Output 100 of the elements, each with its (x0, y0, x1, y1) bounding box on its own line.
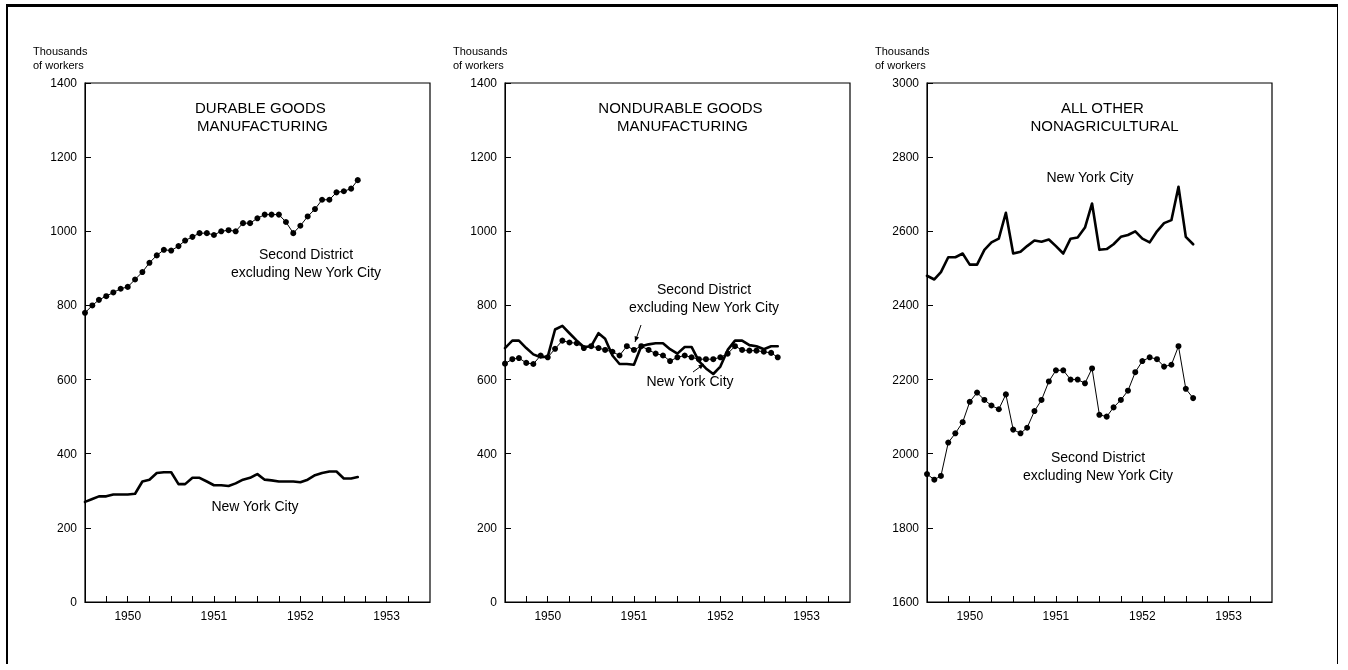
y-tick-label: 2400 (892, 298, 920, 313)
x-tick-label: 1951 (620, 609, 648, 623)
point (1124, 387, 1131, 394)
text: DURABLE GOODS MANUFACTURING (194, 98, 331, 134)
point (1110, 404, 1117, 411)
point (1031, 408, 1038, 415)
point (254, 215, 261, 222)
point (1002, 391, 1009, 398)
x-tick-label: 1953 (1215, 609, 1243, 623)
point (667, 358, 674, 365)
point (952, 430, 959, 437)
series-label: Second District excluding New York City (230, 246, 382, 280)
point (552, 345, 559, 352)
point (124, 283, 131, 290)
point (225, 227, 232, 234)
point (297, 222, 304, 229)
point (966, 398, 973, 405)
y-tick-label: 400 (476, 446, 498, 461)
y-tick-label: 400 (56, 446, 78, 461)
x-tick-label: 1951 (1042, 609, 1070, 623)
x-tick-label: 1950 (114, 609, 142, 623)
point (182, 237, 189, 244)
y-tick-label: 800 (56, 298, 78, 313)
point (268, 211, 275, 218)
point (210, 231, 217, 238)
point (1132, 369, 1139, 376)
point (523, 359, 530, 366)
point (326, 196, 333, 203)
point (638, 343, 645, 350)
point (153, 252, 160, 259)
text: NONDURABLE GOODS MANUFACTURING (598, 98, 767, 134)
point (509, 356, 516, 363)
y-tick-label: 1800 (892, 520, 920, 535)
y-tick-label: 2200 (892, 372, 920, 387)
point (645, 346, 652, 353)
point (1045, 378, 1052, 385)
point (530, 361, 537, 367)
point (1175, 343, 1182, 350)
point (1060, 367, 1067, 374)
y-tick-label: 200 (476, 520, 498, 535)
point (602, 346, 609, 353)
point (1074, 376, 1081, 383)
y-tick-label: 0 (490, 595, 498, 609)
point (348, 185, 355, 192)
point (595, 345, 602, 352)
point (247, 220, 254, 227)
y-axis-title: Thousands of workers (453, 45, 511, 71)
point (544, 354, 551, 361)
point (275, 211, 282, 218)
point (515, 355, 522, 362)
point (160, 246, 167, 253)
x-tick-label: 1950 (534, 609, 562, 623)
point (959, 419, 966, 426)
point (175, 243, 182, 250)
y-tick-label: 200 (56, 520, 78, 535)
point (1096, 411, 1103, 418)
point (1146, 354, 1153, 361)
point (937, 472, 944, 479)
y-tick-label: 2000 (892, 446, 920, 461)
y-tick-label: 2600 (892, 224, 920, 239)
y-tick-label: 1200 (470, 150, 498, 165)
point (203, 230, 210, 237)
series-label: New York City (211, 498, 299, 514)
point (1161, 363, 1168, 370)
point (1139, 358, 1146, 365)
point (974, 389, 981, 396)
point (652, 350, 659, 357)
point (319, 196, 326, 203)
point (502, 360, 508, 367)
point (717, 354, 724, 361)
series-label: Second District excluding New York City (1022, 449, 1174, 483)
legend-label: New York City (646, 373, 734, 389)
point (117, 285, 124, 292)
point (580, 345, 587, 352)
y-axis-title: Thousands of workers (33, 45, 91, 71)
y-tick-label: 1600 (892, 595, 920, 609)
point (559, 337, 566, 344)
point (924, 471, 930, 478)
point (196, 230, 203, 237)
y-tick-label: 800 (476, 298, 498, 313)
point (630, 346, 637, 353)
point (710, 356, 717, 363)
point (261, 211, 268, 218)
x-tick-label: 1952 (287, 609, 315, 623)
point (232, 228, 239, 235)
x-tick-label: 1952 (707, 609, 735, 623)
y-tick-label: 2800 (892, 150, 920, 165)
point (981, 396, 988, 403)
point (609, 348, 616, 355)
y-tick-label: 1200 (50, 150, 78, 165)
y-tick-label: 1000 (470, 224, 498, 239)
point (688, 354, 695, 361)
point (95, 296, 102, 303)
point (89, 302, 96, 309)
point (1024, 424, 1031, 431)
point (573, 340, 580, 347)
point (1103, 413, 1110, 420)
y-tick-label: 1000 (50, 224, 78, 239)
x-tick-label: 1952 (1129, 609, 1157, 623)
point (623, 343, 630, 350)
